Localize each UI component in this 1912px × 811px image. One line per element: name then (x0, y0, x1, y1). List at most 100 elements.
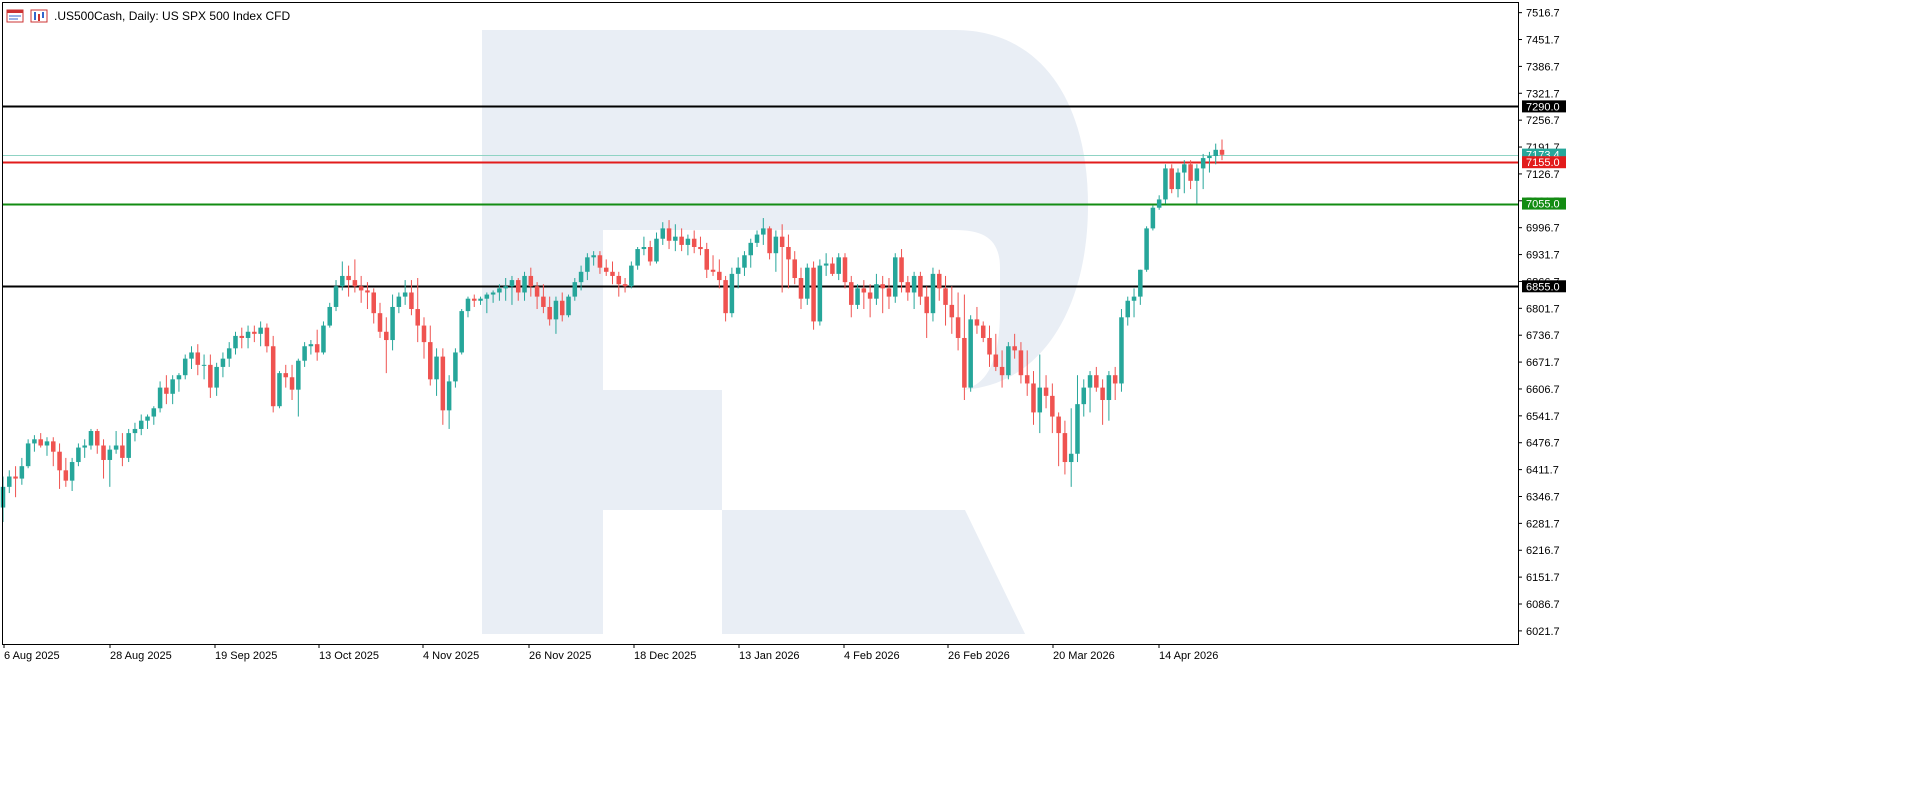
candle (729, 267, 735, 318)
candle-body (993, 354, 999, 367)
chart-header: .US500Cash, Daily: US SPX 500 Index CFD (6, 7, 290, 25)
candle (308, 340, 314, 355)
candle-body (654, 238, 659, 262)
candle (905, 275, 911, 301)
candle-body (892, 257, 898, 297)
candle (666, 220, 672, 250)
candle-body (1056, 416, 1061, 434)
candle (201, 354, 207, 380)
candle-body (478, 298, 483, 301)
candle-body (365, 290, 370, 293)
candle-body (107, 449, 113, 460)
price-tick-label: 7516.7 (1526, 8, 1560, 20)
candle-body (1094, 375, 1099, 388)
brand-watermark (482, 30, 1088, 634)
candle (208, 354, 213, 398)
level-lines (3, 105, 1518, 288)
candle-body (38, 439, 43, 446)
candle-body (905, 282, 911, 293)
candle (1138, 269, 1143, 305)
candle (76, 443, 81, 467)
candle (82, 439, 87, 458)
bars-chart-icon[interactable] (30, 9, 48, 23)
candle (880, 275, 885, 314)
candle (302, 342, 307, 367)
price-tick-label: 6411.7 (1526, 465, 1559, 477)
candle (528, 267, 534, 297)
candle-body (936, 273, 942, 289)
candle (120, 433, 125, 467)
candle (415, 278, 420, 343)
level-pill (1522, 280, 1566, 293)
price-tick-label: 6151.7 (1526, 572, 1560, 584)
date-tick-label: 20 Mar 2026 (1053, 650, 1115, 662)
candle-body (616, 275, 622, 285)
candle (63, 457, 69, 487)
candle (1131, 288, 1137, 318)
candle-body (647, 246, 653, 262)
candle (754, 230, 760, 247)
candle (792, 251, 797, 285)
candle-body (258, 327, 263, 334)
chart-window-icon[interactable] (6, 9, 24, 23)
candle-body (1138, 269, 1143, 297)
candle (321, 321, 326, 355)
candle-body (547, 306, 552, 320)
candle (855, 284, 860, 310)
candle (993, 333, 999, 372)
candle-body (591, 255, 596, 258)
candle (1119, 309, 1124, 392)
price-tick-label: 6346.7 (1526, 491, 1560, 503)
candle (377, 302, 383, 338)
candle-body (120, 445, 125, 458)
candle (44, 437, 50, 456)
candle (823, 253, 829, 276)
candle-body (842, 257, 848, 283)
candle (1031, 371, 1036, 425)
candle-body (880, 284, 885, 289)
candle-body (968, 319, 973, 388)
candle (57, 443, 62, 489)
candle (735, 257, 741, 289)
candle (277, 371, 282, 409)
candle (346, 265, 351, 297)
candle-body (553, 300, 559, 320)
candle (220, 352, 226, 378)
candle (930, 267, 936, 322)
candle-body (685, 238, 691, 245)
candle (1050, 383, 1055, 434)
level-pill (1522, 100, 1566, 113)
candle (289, 364, 295, 401)
candle-body (572, 282, 578, 297)
candle (955, 292, 961, 351)
candle (603, 259, 609, 276)
candle (999, 350, 1005, 388)
date-tick-label: 18 Dec 2025 (634, 650, 696, 662)
candle (572, 278, 578, 301)
candle-body (352, 280, 358, 287)
candle (509, 275, 515, 305)
candle-body (830, 263, 835, 274)
level-pill-label: 7055.0 (1526, 199, 1560, 211)
candle-body (176, 375, 182, 380)
candle (233, 331, 238, 355)
candle-body (635, 249, 640, 266)
candle (660, 222, 666, 245)
candle-body (195, 352, 201, 365)
candle (805, 263, 810, 305)
candle-body (1100, 387, 1105, 401)
candle (195, 344, 201, 376)
candle-body (1125, 300, 1131, 318)
candle (767, 226, 772, 260)
candle-body (497, 288, 502, 293)
price-tick-label: 6086.7 (1526, 599, 1560, 611)
candle-body (566, 296, 571, 316)
candle (189, 346, 194, 369)
candle (440, 348, 446, 425)
candle (214, 362, 219, 396)
candle-body (622, 284, 628, 287)
candle (145, 414, 150, 429)
candle (390, 294, 395, 351)
candle-body (836, 257, 841, 274)
